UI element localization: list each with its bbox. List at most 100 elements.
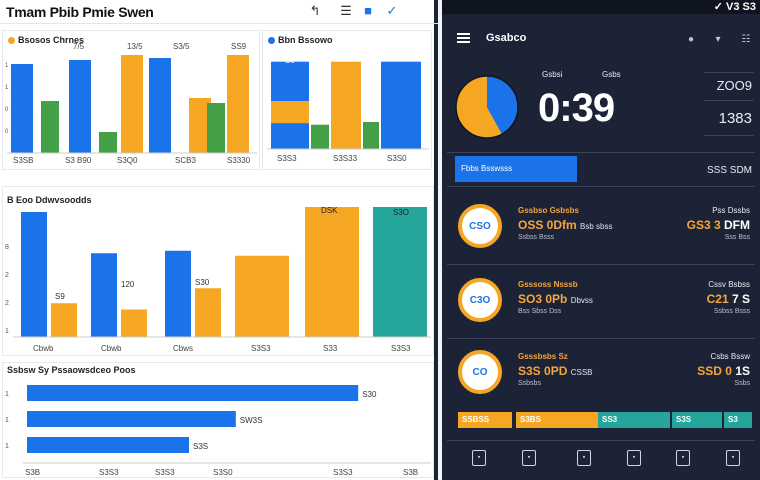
nav-doc-icon[interactable]: ▪ [577,450,591,466]
check-icon[interactable]: ✓ [386,3,398,18]
item-title: Gsssbsbs Sz [518,352,568,361]
status-bar: ✓ V3 S3 [442,0,760,14]
list-item[interactable]: CSO Gssbso Gsbsbs OSS 0Dfm Bsb sbss Ssbs… [454,196,750,262]
header-a: Gsbsi [542,70,563,79]
ring-label: C3O [469,294,491,306]
x-tick-label: Cbwb [101,344,122,353]
segment-2[interactable]: S3BS [516,412,598,428]
top-label: S3/5 [173,42,190,51]
divider [447,264,755,265]
divider [704,72,754,73]
x-tick-label: S3SB [13,156,33,165]
top-label: SS9 [231,42,247,51]
x-tick-label: S3B [403,468,418,477]
settings-icon[interactable]: ☷ [741,34,751,45]
timer-value: 0:39 [538,86,615,130]
item-value-main: OSS 0Dfm [518,218,577,232]
item-right-sub: 7 S [731,292,750,306]
divider [447,440,755,441]
filter-icon[interactable]: ▾ [715,34,721,45]
bar [69,60,91,153]
item-right-sub: 1S [735,364,750,378]
segment-3[interactable]: SS3 [598,412,670,428]
tab-active[interactable]: Fbbs Bsswsss [455,156,577,182]
item-title: Gssbso Gsbsbs [518,206,579,215]
item-right-main: C21 [706,292,729,306]
divider [447,186,755,187]
bar [165,250,191,337]
data-label: DSK [321,206,338,215]
data-label: S30 [195,278,210,287]
legend-dot [268,37,275,44]
item-subtitle: Ssbsbs [518,380,541,387]
bar [331,61,361,150]
chart-card-3: B Eoo Ddwvsoodds 8 2 2 1 S9 120 S30 DSK S3O Cbwb C… [2,186,434,356]
chart-title: Bbn Bssowo [278,35,333,45]
y-tick-label: 1 [5,85,9,91]
bar [381,61,421,150]
legend-dot [8,37,15,44]
item-right-value: C21 7 S [707,292,750,306]
x-tick-label: Cbws [173,344,193,353]
progress-ring: C3O [458,278,502,322]
item-right-main: SSD 0 [697,364,732,378]
segment-4[interactable]: S3S [672,412,722,428]
chart-title: Ssbsw Sy Pssaowsdceo Poos [7,365,136,375]
item-right-title: Cssv Bsbss [708,280,750,289]
item-value: S3S 0PD CSSB [518,364,593,378]
nav-doc-icon[interactable]: ▪ [726,450,740,466]
data-label: S30 [362,390,377,399]
segment-1[interactable]: SSBSS [458,412,512,428]
y-tick-label: 1 [5,63,9,69]
bar [271,101,309,124]
topbar: Tmam Pbib Pmie Swen ↰ ☰ ■ ✓ [0,0,438,24]
item-right-value: GS3 3 DFM [687,218,750,232]
bar [121,55,143,153]
record-icon[interactable]: ● [687,34,695,45]
bar [41,101,59,153]
list-item[interactable]: CO Gsssbsbs Sz S3S 0PD CSSB Ssbsbs Csbs … [454,342,750,408]
x-tick-label: S3S0 [387,154,407,163]
bar [91,253,117,337]
y-tick-label: 1 [5,417,9,424]
divider [704,100,754,101]
nav-doc-icon[interactable]: ▪ [472,450,486,466]
y-tick-label: 1 [5,328,9,335]
tab-right-value: SSS SDM [706,165,752,176]
bar [121,309,147,337]
bar [27,437,189,453]
menu-icon[interactable] [457,33,470,43]
bar-chart-3: 8 2 2 1 S9 120 S30 DSK S3O Cbwb Cbwb Cbws S3S3 S33 S3S… [5,206,431,353]
nav-doc-icon[interactable]: ▪ [522,450,536,466]
chart-card-2: Bbn Bssowo S0 S3S3 S3S33 S3S0 [262,30,432,170]
document-icon[interactable]: ☰ [340,3,352,18]
y-tick-label: 2 [5,300,9,307]
item-title: Gsssoss Nsssb [518,280,578,289]
side-value-2: 1383 [718,110,752,127]
bar [11,64,33,153]
data-label: 120 [121,280,135,289]
back-icon[interactable]: ↰ [309,3,321,18]
x-tick-label: S3S33 [333,154,358,163]
bar [27,411,236,427]
x-tick-label: S3S3 [333,468,353,477]
nav-doc-icon[interactable]: ▪ [676,450,690,466]
segment-5[interactable]: S3 [724,412,752,428]
bar [235,255,289,337]
progress-ring: CO [458,350,502,394]
y-tick-label: 0 [5,129,9,135]
pie-slice [487,76,518,135]
data-label: SW3S [240,416,263,425]
item-right-subtitle: Ssbss Bsss [713,308,750,315]
item-value: OSS 0Dfm Bsb sbss [518,218,613,232]
bar [149,58,171,153]
bar [305,207,359,337]
list-item[interactable]: C3O Gsssoss Nsssb SO3 0Pb Dbvss Bss Sbss… [454,270,750,336]
bookmark-icon[interactable]: ■ [364,3,372,18]
header-b: Gsbs [602,70,621,79]
x-tick-label: S3330 [227,156,251,165]
item-value-main: SO3 0Pb [518,292,568,306]
item-right-title: Pss Dssbs [712,206,750,215]
y-tick-label: 8 [5,244,9,251]
nav-doc-icon[interactable]: ▪ [627,450,641,466]
